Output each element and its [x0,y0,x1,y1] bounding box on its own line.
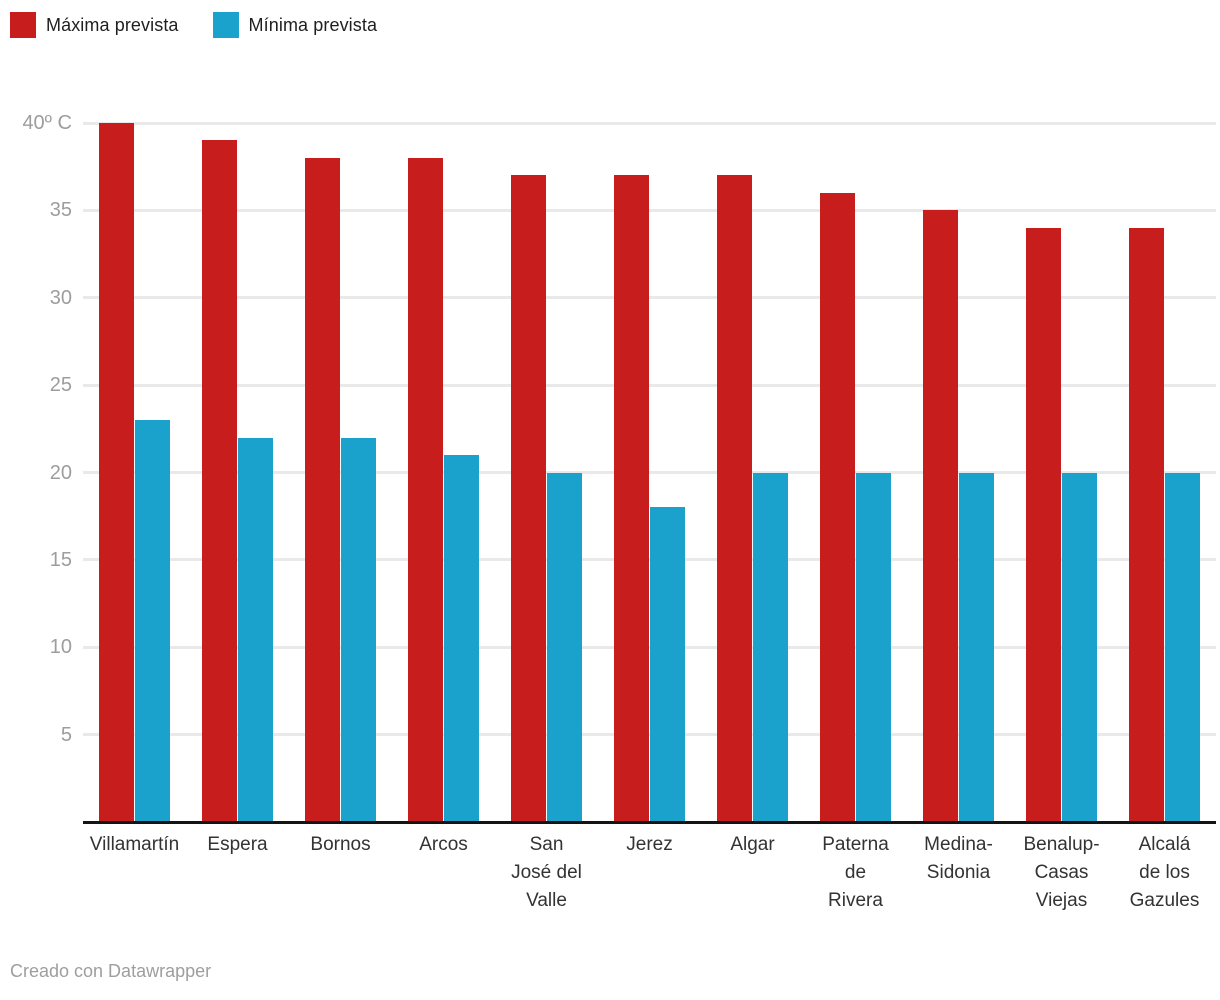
y-gridline-15 [83,558,1216,562]
bar-min-bornos [341,437,376,822]
x-label-algar: Algar [701,831,804,859]
x-label-line: Medina- [924,834,993,855]
y-tick-label-5: 5 [60,723,72,746]
bar-min-alcalá-de-los-gazules [1165,472,1200,822]
bar-max-espera [202,140,237,822]
x-label-line: Arcos [419,834,468,855]
x-label-line: Valle [526,890,567,911]
bar-min-algar [753,472,788,822]
bar-min-san-josé-del-valle [547,472,582,822]
x-label-villamartín: Villamartín [83,831,186,859]
x-label-line: Casas [1034,862,1089,883]
y-gridline-20 [83,471,1216,474]
x-label-san-josé-del-valle: San José del Valle [495,831,598,915]
bar-max-alcalá-de-los-gazules [1129,227,1164,822]
datawrapper-attribution-link[interactable]: Creado con Datawrapper [10,961,212,981]
x-label-arcos: Arcos [392,831,495,859]
x-label-line: Rivera [828,890,883,911]
bar-max-bornos [305,157,340,822]
x-label-line: Algar [730,834,775,855]
bar-min-jerez [650,507,685,822]
y-gridline-35 [83,208,1216,212]
bar-max-arcos [408,157,443,822]
x-label-medina-sidonia: Medina- Sidonia [907,831,1010,887]
x-label-line: Viejas [1035,890,1088,911]
y-tick-label-20: 20 [49,461,72,484]
x-label-bornos: Bornos [289,831,392,859]
x-label-benalup-casas-viejas: Benalup- Casas Viejas [1010,831,1113,915]
bar-max-benalup-casas-viejas [1026,227,1061,822]
x-label-line: Villamartín [89,834,180,855]
y-gridline-5 [83,733,1216,737]
x-label-line: Paterna [822,834,889,855]
x-label-jerez: Jerez [598,831,701,859]
y-tick-label-25: 25 [49,374,72,397]
minima-swatch-icon [212,12,239,38]
x-label-line: Bornos [310,834,371,855]
y-tick-label-30: 30 [49,286,72,309]
bar-max-medina-sidonia [923,210,958,822]
bar-min-paterna-de-rivera [856,472,891,822]
bar-max-jerez [614,175,649,822]
y-gridline-40 [83,121,1216,125]
legend-label-minima: Mínima prevista [248,14,378,35]
y-tick-label-15: 15 [49,548,72,571]
legend-item-minima: Mínima prevista [212,12,378,38]
y-gridline-10 [83,645,1216,649]
y-tick-label-10: 10 [49,636,72,659]
x-label-line: de [844,862,867,883]
bar-min-benalup-casas-viejas [1062,472,1097,822]
x-label-line: San [529,834,564,855]
bar-max-san-josé-del-valle [511,175,546,822]
y-gridline-25 [83,383,1216,387]
bar-max-villamartín [99,123,134,822]
bar-min-arcos [444,455,479,822]
x-label-line: Benalup- [1023,834,1100,855]
y-tick-label-40: 40º C [22,112,72,134]
x-axis-line [83,821,1216,824]
x-label-line: Sidonia [926,862,991,883]
maxima-swatch-icon [10,12,36,38]
bar-min-villamartín [135,420,170,822]
bar-max-algar [717,175,752,822]
x-label-line: Jerez [626,834,673,855]
y-tick-label-35: 35 [49,199,72,222]
x-label-line: Alcalá [1138,834,1191,855]
x-label-line: Gazules [1129,890,1200,911]
x-label-line: de los [1139,862,1190,883]
x-label-espera: Espera [186,831,289,859]
legend-label-maxima: Máxima prevista [46,14,179,35]
x-label-line: Espera [207,834,268,855]
y-gridline-30 [83,296,1216,300]
bar-min-espera [238,437,273,822]
bar-min-medina-sidonia [959,472,994,822]
legend-item-maxima: Máxima prevista [10,12,179,38]
legend: Máxima prevista Mínima prevista [10,12,377,38]
x-label-alcalá-de-los-gazules: Alcalá de los Gazules [1113,831,1216,915]
x-label-paterna-de-rivera: Paterna de Rivera [804,831,907,915]
x-label-line: José del [511,862,582,883]
bar-max-paterna-de-rivera [820,192,855,822]
